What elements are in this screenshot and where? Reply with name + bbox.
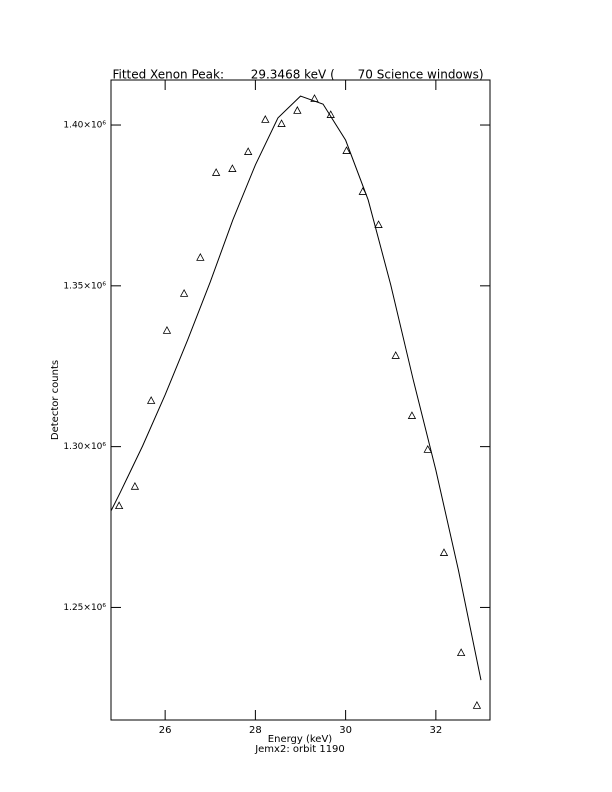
y-tick-label: 1.30×10⁶ bbox=[63, 442, 106, 452]
data-point bbox=[472, 701, 482, 709]
data-point bbox=[243, 147, 253, 155]
x-axis-label: Energy (keV) bbox=[268, 734, 333, 745]
data-point bbox=[391, 351, 400, 359]
data-point bbox=[456, 648, 466, 657]
data-point bbox=[179, 289, 189, 297]
data-point bbox=[342, 146, 351, 154]
y-tick-label: 1.25×10⁶ bbox=[63, 603, 106, 613]
data-point bbox=[407, 411, 417, 419]
y-tick-label: 1.35×10⁶ bbox=[63, 281, 106, 291]
subtitle: Jemx2: orbit 1190 bbox=[254, 744, 345, 755]
x-tick-label: 30 bbox=[339, 725, 352, 736]
fit-curve bbox=[111, 95, 482, 681]
x-tick-label: 32 bbox=[429, 725, 442, 736]
x-tick-label: 28 bbox=[249, 725, 262, 736]
data-point bbox=[162, 326, 172, 334]
data-point bbox=[310, 94, 319, 102]
data-point bbox=[114, 501, 124, 510]
data-point bbox=[228, 164, 237, 172]
data-point bbox=[196, 253, 205, 261]
data-point bbox=[146, 396, 156, 404]
data-point bbox=[326, 110, 335, 118]
data-point bbox=[211, 168, 221, 176]
data-point bbox=[277, 119, 286, 127]
data-point bbox=[423, 445, 432, 453]
plot-frame bbox=[110, 79, 491, 721]
data-point bbox=[439, 548, 449, 556]
data-point bbox=[293, 106, 302, 114]
data-point bbox=[374, 220, 383, 228]
x-tick-label: 26 bbox=[159, 725, 172, 736]
data-point bbox=[130, 481, 140, 490]
y-axis-label: Detector counts bbox=[50, 360, 61, 440]
data-point bbox=[358, 187, 367, 195]
y-tick-label: 1.40×10⁶ bbox=[63, 121, 106, 131]
chart-title: Fitted Xenon Peak: 29.3468 keV ( 70 Scie… bbox=[112, 68, 483, 82]
data-point bbox=[261, 115, 270, 123]
